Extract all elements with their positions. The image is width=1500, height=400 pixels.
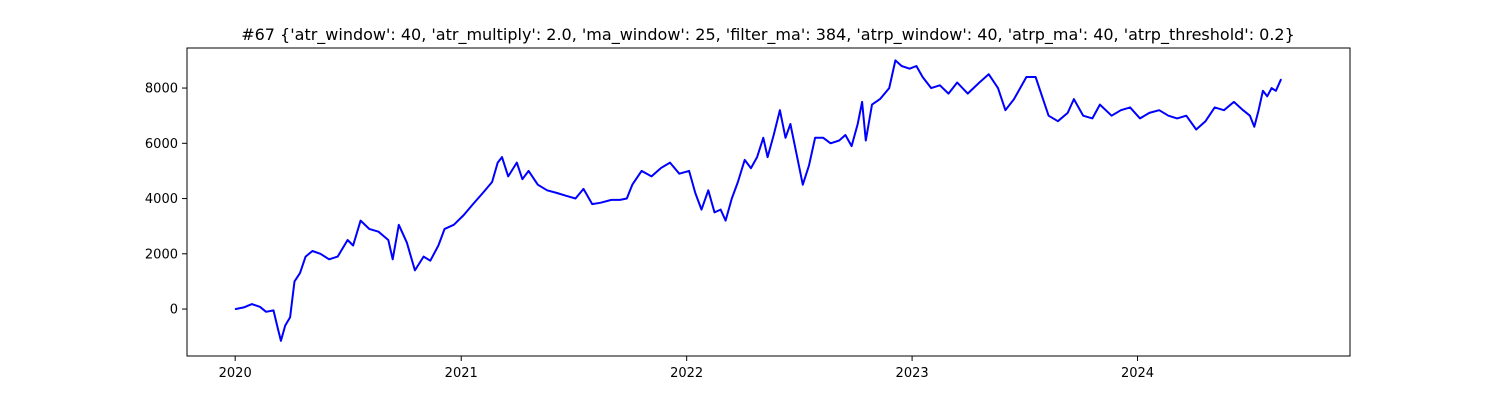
x-tick-label: 2024: [1121, 366, 1154, 381]
x-tick-label: 2020: [219, 366, 252, 381]
y-tick-label: 0: [170, 303, 178, 318]
y-tick-label: 8000: [145, 82, 178, 97]
axes-frame: [186, 47, 1351, 357]
chart-title: #67 {'atr_window': 40, 'atr_multiply': 2…: [241, 25, 1295, 45]
y-tick-label: 4000: [145, 192, 178, 207]
series-line: [234, 59, 1282, 342]
y-axis: 0 2000 4000 6000 8000: [145, 82, 187, 318]
x-tick-label: 2023: [896, 366, 929, 381]
x-tick-label: 2022: [670, 366, 703, 381]
y-tick-label: 2000: [145, 247, 178, 262]
y-tick-label: 6000: [145, 137, 178, 152]
x-tick-label: 2021: [445, 366, 478, 381]
plot-area: [234, 59, 1282, 342]
x-axis: 2020 2021 2022 2023 2024: [219, 356, 1154, 381]
